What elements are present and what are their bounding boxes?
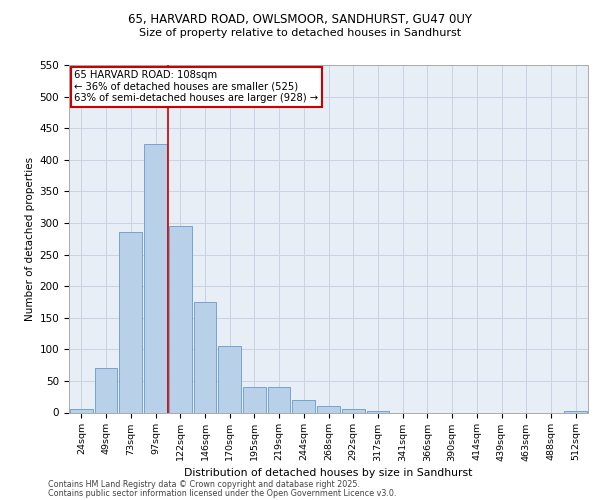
Bar [119,232,142,412]
Bar [169,226,191,412]
Bar [243,387,266,412]
Bar [194,302,216,412]
Bar [70,410,93,412]
Text: Contains public sector information licensed under the Open Government Licence v3: Contains public sector information licen… [48,488,397,498]
Bar [317,406,340,412]
Text: Size of property relative to detached houses in Sandhurst: Size of property relative to detached ho… [139,28,461,38]
X-axis label: Distribution of detached houses by size in Sandhurst: Distribution of detached houses by size … [184,468,473,477]
Bar [292,400,315,412]
Bar [144,144,167,412]
Text: 65 HARVARD ROAD: 108sqm
← 36% of detached houses are smaller (525)
63% of semi-d: 65 HARVARD ROAD: 108sqm ← 36% of detache… [74,70,319,103]
Text: Contains HM Land Registry data © Crown copyright and database right 2025.: Contains HM Land Registry data © Crown c… [48,480,360,489]
Y-axis label: Number of detached properties: Number of detached properties [25,156,35,321]
Text: 65, HARVARD ROAD, OWLSMOOR, SANDHURST, GU47 0UY: 65, HARVARD ROAD, OWLSMOOR, SANDHURST, G… [128,12,472,26]
Bar [564,411,587,412]
Bar [342,410,365,412]
Bar [218,346,241,412]
Bar [367,411,389,412]
Bar [95,368,118,412]
Bar [268,387,290,412]
